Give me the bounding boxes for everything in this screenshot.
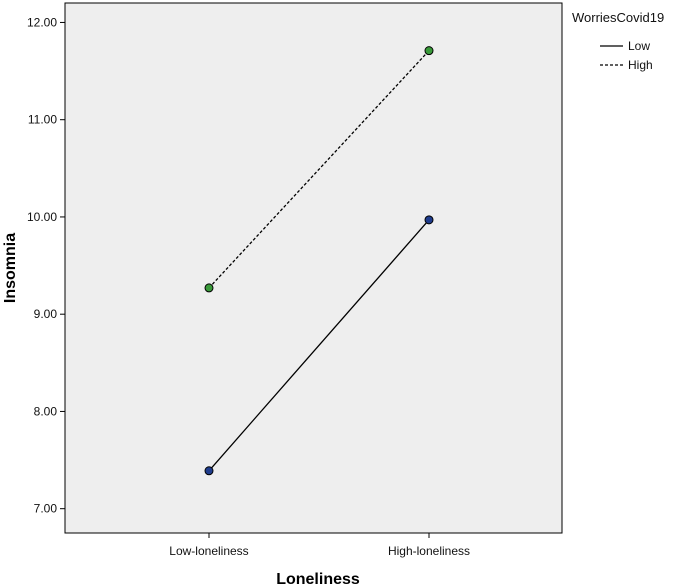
- legend: WorriesCovid19 Low High: [572, 10, 664, 72]
- series-line-low: [208, 219, 430, 472]
- x-axis-title: Loneliness: [276, 571, 360, 588]
- y-tick-label: 12.00: [27, 15, 57, 29]
- y-axis: 7.00 8.00 9.00 10.00 11.00 12.00: [27, 15, 65, 516]
- y-tick-label: 9.00: [34, 307, 58, 321]
- data-point-high: [424, 46, 434, 56]
- data-point-high: [204, 283, 214, 293]
- legend-label-high: High: [628, 58, 653, 72]
- y-axis-title: Insomnia: [2, 233, 19, 303]
- y-tick-label: 10.00: [27, 210, 57, 224]
- x-tick-label: Low-loneliness: [169, 544, 248, 558]
- y-tick-label: 7.00: [34, 502, 58, 516]
- data-point-low: [204, 466, 214, 476]
- data-point-low: [424, 215, 434, 225]
- legend-title: WorriesCovid19: [572, 10, 664, 25]
- series-line-high: [208, 50, 430, 289]
- x-axis: Low-loneliness High-loneliness: [169, 533, 470, 558]
- y-tick-label: 11.00: [28, 113, 57, 127]
- x-tick-label: High-loneliness: [388, 544, 470, 558]
- legend-label-low: Low: [628, 39, 650, 53]
- series-lines: [208, 50, 430, 472]
- plot-area: [64, 2, 563, 534]
- series-points: [204, 46, 434, 476]
- y-tick-label: 8.00: [34, 404, 58, 418]
